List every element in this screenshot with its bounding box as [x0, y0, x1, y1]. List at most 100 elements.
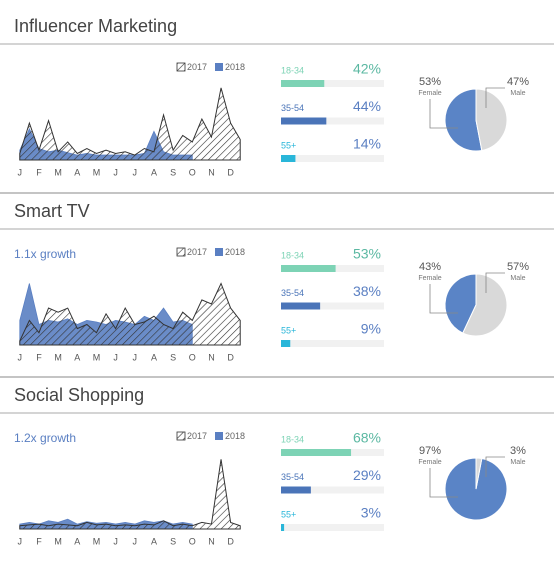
x-tick-label: O	[189, 352, 196, 362]
x-tick-label: F	[36, 167, 42, 177]
bar-value: 68%	[353, 430, 381, 446]
age-label: 35-54	[281, 472, 304, 482]
bar	[281, 340, 291, 347]
bar-value: 38%	[353, 283, 381, 299]
legend-label: 2018	[225, 247, 245, 257]
bar	[281, 117, 327, 125]
section-title: Influencer Marketing	[14, 16, 177, 36]
x-tick-label: N	[208, 536, 215, 546]
leader	[485, 87, 505, 108]
x-tick-label: S	[170, 167, 176, 177]
pie-value: 3%	[510, 445, 526, 457]
x-tick-label: O	[189, 167, 196, 177]
age-label: 55+	[281, 140, 296, 150]
pie-slice	[444, 88, 483, 152]
x-tick-label: M	[54, 536, 62, 546]
legend-swatch	[215, 63, 223, 71]
x-tick-label: J	[113, 167, 118, 177]
bar-track	[281, 340, 384, 347]
bar	[281, 524, 285, 531]
leader	[485, 456, 505, 477]
subtitle: 1.2x growth	[14, 431, 76, 445]
legend-label: 2017	[187, 247, 207, 257]
x-tick-label: F	[36, 536, 42, 546]
x-tick-label: O	[189, 536, 196, 546]
bar-track	[281, 155, 384, 162]
bar	[281, 155, 296, 162]
bar	[281, 302, 321, 310]
x-tick-label: A	[74, 167, 80, 177]
pie-value: 53%	[419, 76, 441, 88]
pie-slice	[475, 457, 483, 490]
x-tick-label: M	[93, 167, 101, 177]
x-tick-label: J	[133, 536, 138, 546]
x-tick-label: A	[74, 536, 80, 546]
pie-label: Male	[510, 275, 525, 282]
bar	[281, 486, 311, 494]
bar	[281, 80, 325, 87]
pie-value: 97%	[419, 445, 441, 457]
x-tick-label: J	[18, 536, 23, 546]
area	[19, 87, 241, 161]
x-tick-label: A	[151, 536, 157, 546]
x-tick-label: J	[133, 167, 138, 177]
x-tick-label: J	[18, 352, 23, 362]
pie-value: 57%	[507, 261, 529, 273]
pie-value: 43%	[419, 261, 441, 273]
bar-value: 29%	[353, 467, 381, 483]
x-tick-label: N	[208, 167, 215, 177]
x-tick-label: D	[227, 167, 234, 177]
x-tick-label: J	[18, 167, 23, 177]
bar-track	[281, 117, 384, 125]
bar-value: 44%	[353, 98, 381, 114]
x-tick-label: M	[54, 352, 62, 362]
leader	[429, 284, 458, 314]
bar-value: 14%	[353, 136, 381, 152]
pie-label: Female	[418, 90, 441, 97]
leader	[485, 272, 505, 293]
age-label: 18-34	[281, 65, 304, 75]
legend-label: 2018	[225, 431, 245, 441]
x-tick-label: F	[36, 352, 42, 362]
pie-label: Female	[418, 459, 441, 466]
pie-slice	[462, 273, 508, 337]
x-tick-label: M	[93, 536, 101, 546]
bar-track	[281, 80, 384, 87]
legend-label: 2017	[187, 431, 207, 441]
x-tick-label: J	[113, 536, 118, 546]
legend-swatch	[176, 62, 186, 72]
age-label: 18-34	[281, 250, 304, 260]
legend-swatch	[176, 247, 186, 257]
pie-value: 47%	[507, 76, 529, 88]
age-label: 35-54	[281, 288, 304, 298]
bar-track	[281, 486, 384, 494]
bar-value: 9%	[361, 321, 381, 337]
legend-label: 2017	[187, 62, 207, 72]
x-tick-label: A	[151, 352, 157, 362]
area	[19, 282, 241, 346]
bar-value: 53%	[353, 246, 381, 262]
pie-label: Female	[418, 275, 441, 282]
pie-label: Male	[510, 90, 525, 97]
bar	[281, 449, 352, 456]
x-tick-label: M	[93, 352, 101, 362]
x-tick-label: M	[54, 167, 62, 177]
legend-swatch	[215, 248, 223, 256]
x-tick-label: A	[151, 167, 157, 177]
age-label: 35-54	[281, 103, 304, 113]
bar	[281, 265, 336, 272]
section-title: Social Shopping	[14, 385, 144, 405]
x-tick-label: A	[74, 352, 80, 362]
legend-swatch	[176, 431, 186, 441]
section-title: Smart TV	[14, 201, 90, 221]
pie-slice	[444, 273, 477, 334]
age-label: 55+	[281, 509, 296, 519]
bar-value: 42%	[353, 61, 381, 77]
pie-slice	[475, 88, 508, 152]
bar-track	[281, 524, 384, 531]
legend-swatch	[215, 432, 223, 440]
area	[19, 459, 241, 530]
x-tick-label: J	[113, 352, 118, 362]
pie-label: Male	[510, 459, 525, 466]
